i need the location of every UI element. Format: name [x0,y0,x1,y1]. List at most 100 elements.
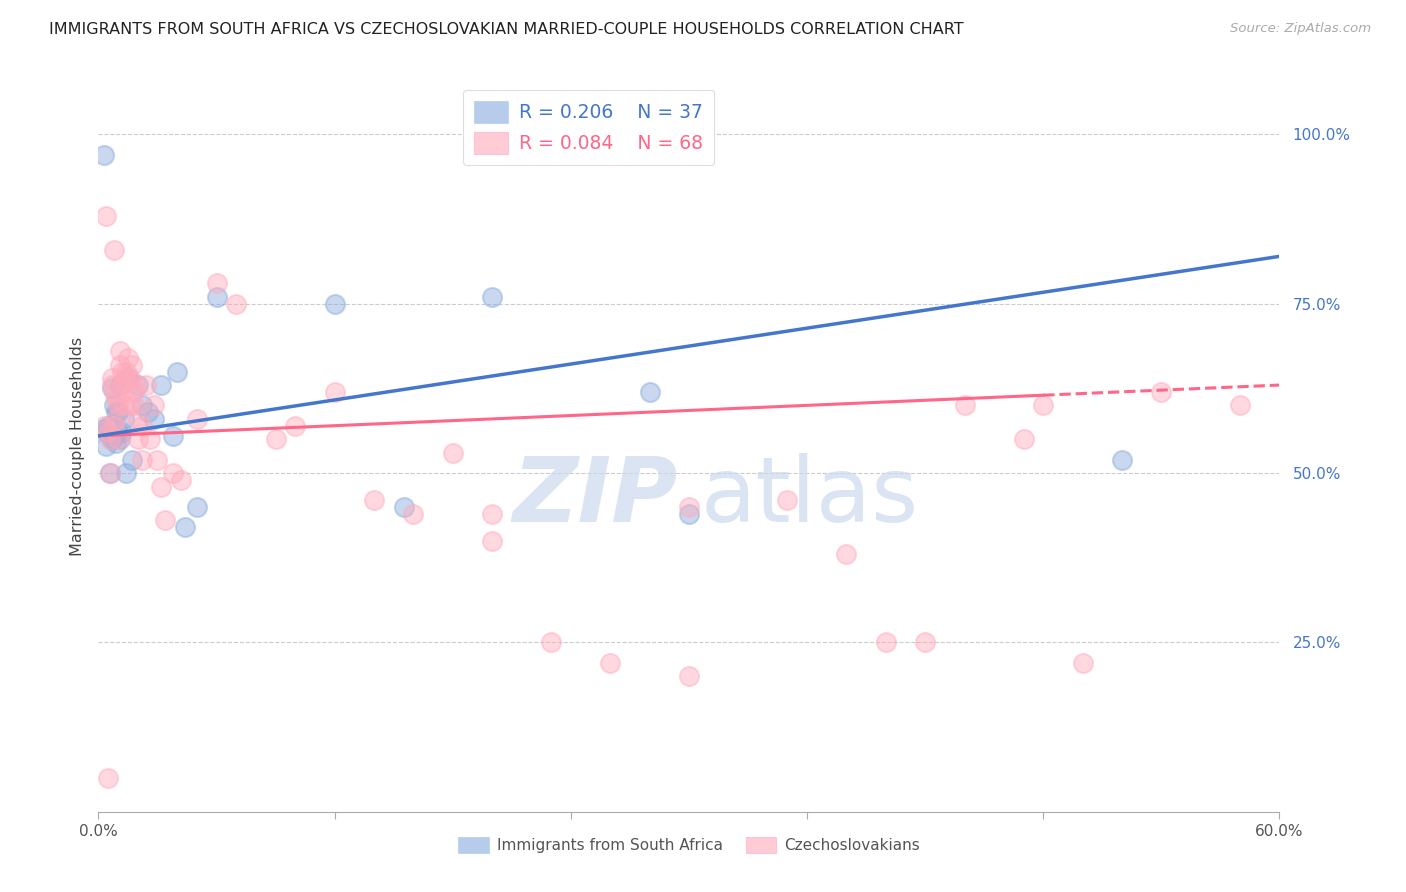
Point [481,507,503,521]
Point [1071,656,1094,670]
Point [105,405,128,419]
Point [127,432,149,446]
Point [112,371,135,385]
Point [170,473,193,487]
Text: Source: ZipAtlas.com: Source: ZipAtlas.com [1230,22,1371,36]
Point [97,771,120,785]
Point [835,547,858,561]
Point [101,371,124,385]
Point [402,507,425,521]
Point [264,432,287,446]
Point [108,378,131,392]
Point [441,446,464,460]
Point [96,209,118,223]
Point [93,418,115,433]
Point [96,439,118,453]
Point [131,452,153,467]
Point [481,290,503,304]
Point [112,412,135,426]
Point [121,452,143,467]
Point [122,384,145,399]
Point [98,466,121,480]
Point [105,392,128,406]
Point [105,435,128,450]
Point [107,405,129,419]
Point [111,378,134,392]
Point [111,364,134,378]
Point [284,418,307,433]
Point [540,635,562,649]
Point [162,466,184,480]
Point [678,507,700,521]
Point [135,378,157,392]
Point [186,412,208,426]
Point [138,432,160,446]
Point [112,398,135,412]
Point [103,243,125,257]
Point [776,493,799,508]
Point [875,635,897,649]
Point [118,398,141,412]
Point [392,500,415,514]
Point [125,378,148,392]
Point [97,425,120,440]
Point [323,297,346,311]
Point [166,364,188,378]
Point [105,412,128,426]
Point [101,432,124,446]
Point [108,344,131,359]
Point [678,500,700,514]
Point [115,466,138,480]
Point [142,398,165,412]
Point [914,635,936,649]
Point [101,381,124,395]
Point [103,384,125,399]
Point [599,656,621,670]
Point [205,277,228,291]
Point [174,520,197,534]
Point [103,418,125,433]
Point [97,418,120,433]
Point [96,425,118,440]
Point [136,405,159,419]
Point [205,290,228,304]
Point [481,533,503,548]
Point [1150,384,1173,399]
Point [127,412,149,426]
Point [107,398,129,412]
Point [131,418,153,433]
Point [155,514,177,528]
Point [101,378,124,392]
Point [121,358,143,372]
Point [638,384,661,399]
Point [108,432,131,446]
Point [127,378,149,392]
Point [117,378,139,392]
Point [98,466,121,480]
Point [363,493,385,508]
Point [142,412,165,426]
Point [146,452,169,467]
Point [678,669,700,683]
Point [103,429,125,443]
Point [1229,398,1251,412]
Point [107,425,129,440]
Point [111,425,134,440]
Y-axis label: Married-couple Households: Married-couple Households [69,336,84,556]
Point [122,398,145,412]
Point [117,371,139,385]
Point [131,398,153,412]
Text: IMMIGRANTS FROM SOUTH AFRICA VS CZECHOSLOVAKIAN MARRIED-COUPLE HOUSEHOLDS CORREL: IMMIGRANTS FROM SOUTH AFRICA VS CZECHOSL… [49,22,965,37]
Point [150,378,173,392]
Point [108,358,131,372]
Text: ZIP: ZIP [512,453,678,541]
Point [150,480,173,494]
Point [1111,452,1133,467]
Point [117,351,139,365]
Point [162,429,184,443]
Point [93,422,115,436]
Legend: Immigrants from South Africa, Czechoslovakians: Immigrants from South Africa, Czechoslov… [453,830,925,859]
Point [115,364,138,378]
Point [186,500,208,514]
Point [225,297,247,311]
